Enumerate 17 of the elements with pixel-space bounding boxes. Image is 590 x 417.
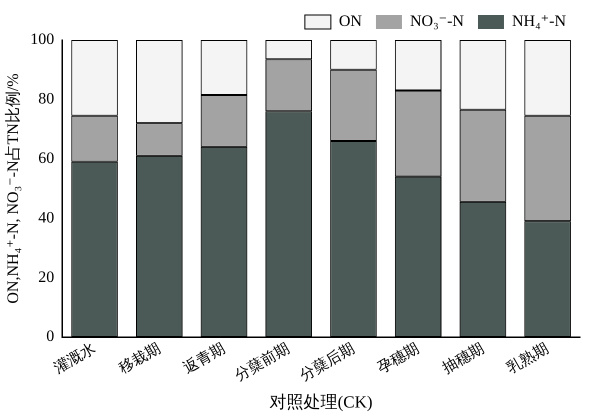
legend-label: NH₄⁺-N bbox=[512, 13, 566, 30]
x-tick-label: 抽穗期 bbox=[439, 340, 487, 378]
y-tick-label: 60 bbox=[38, 150, 54, 168]
y-tick-label: 20 bbox=[38, 268, 54, 286]
x-tick-label: 分蘖前期 bbox=[232, 340, 293, 385]
x-tick-label: 分蘖后期 bbox=[296, 340, 358, 385]
y-tick-label: 100 bbox=[30, 31, 54, 48]
x-tick-label: 乳熟期 bbox=[504, 340, 552, 378]
x-tick-label: 孕穗期 bbox=[374, 340, 422, 378]
x-axis-title: 对照处理(CK) bbox=[270, 392, 373, 412]
y-tick-label: 80 bbox=[38, 90, 54, 108]
y-axis-title: ON,NH₄⁺-N, NO₃⁻-N占TN比例/% bbox=[4, 73, 22, 304]
legend-label: ON bbox=[338, 13, 362, 30]
y-tick-label: 40 bbox=[38, 209, 54, 226]
x-tick-label: 返青期 bbox=[180, 340, 228, 378]
legend-label: NO₃⁻-N bbox=[410, 13, 464, 30]
x-tick-label: 移栽期 bbox=[116, 340, 164, 378]
